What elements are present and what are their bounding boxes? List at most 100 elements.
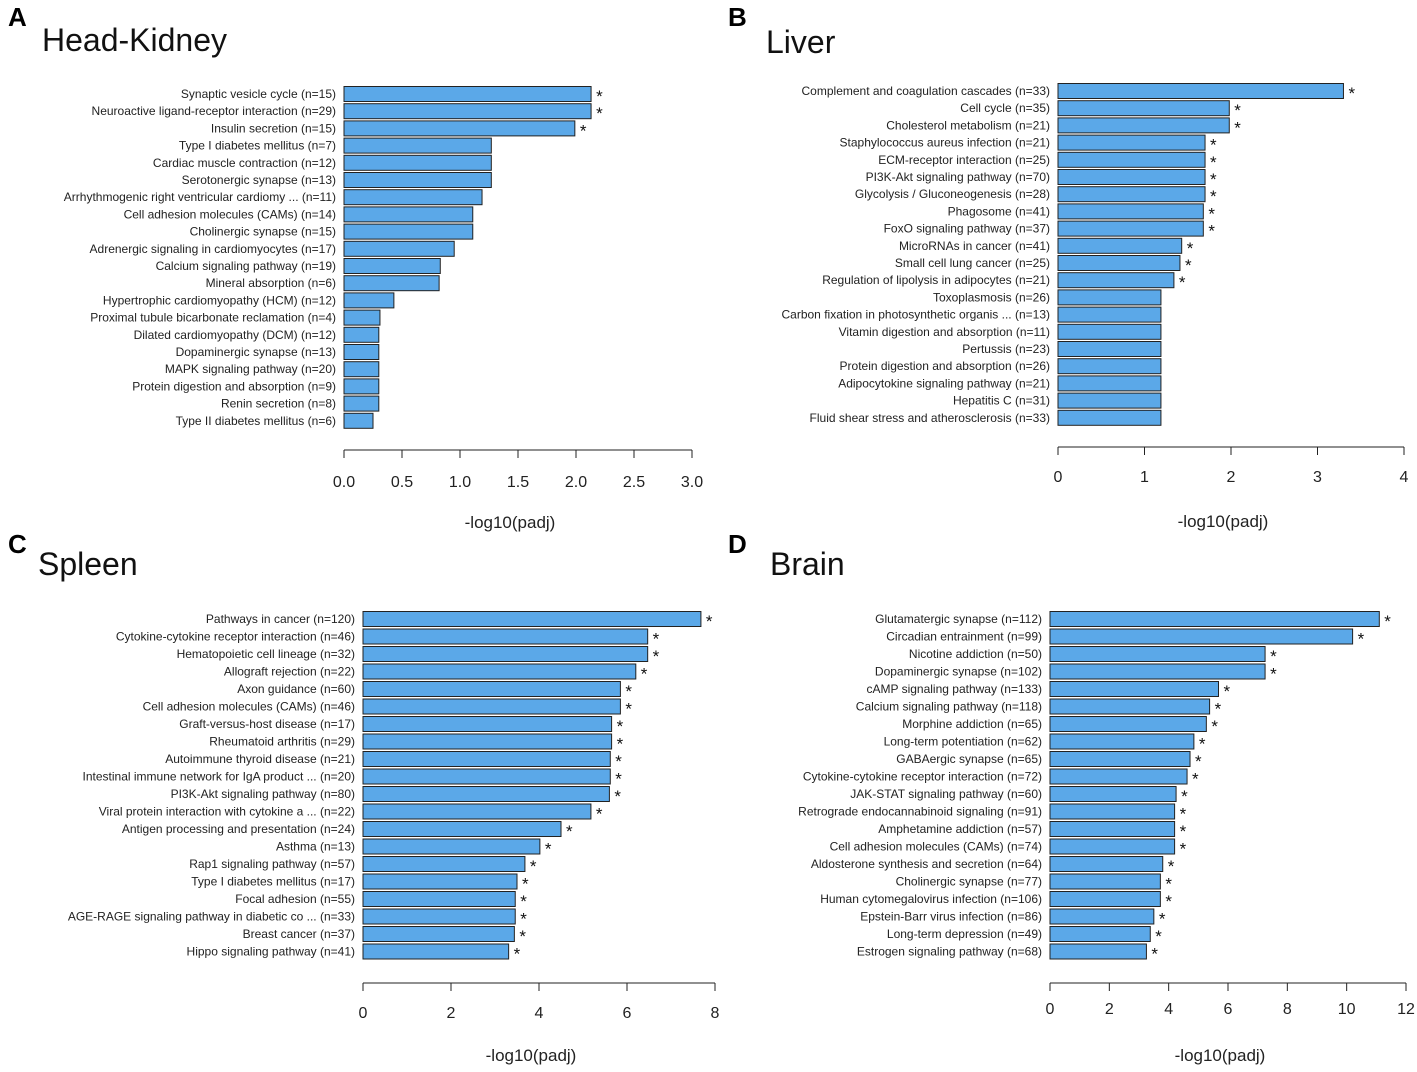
significance-marker: * bbox=[1384, 612, 1391, 631]
chart-liver: Complement and coagulation cascades (n=3… bbox=[782, 83, 1409, 531]
significance-marker: * bbox=[1211, 717, 1218, 736]
category-label: Allograft rejection (n=22) bbox=[224, 665, 355, 679]
panel-letter: B bbox=[728, 2, 747, 32]
significance-marker: * bbox=[617, 735, 624, 754]
bar bbox=[362, 646, 649, 662]
category-label: Dopaminergic synapse (n=13) bbox=[176, 345, 336, 359]
bar bbox=[343, 240, 455, 257]
bar bbox=[343, 326, 380, 343]
bar bbox=[1049, 908, 1155, 925]
category-label: Retrograde endocannabinoid signaling (n=… bbox=[798, 805, 1042, 819]
panel-letter: C bbox=[8, 529, 27, 559]
category-label: Neuroactive ligand-receptor interaction … bbox=[92, 104, 336, 118]
bar bbox=[343, 361, 380, 378]
significance-marker: * bbox=[519, 927, 526, 946]
category-label: Morphine addiction (n=65) bbox=[902, 717, 1042, 731]
bar bbox=[1057, 255, 1181, 271]
category-label: Mineral absorption (n=6) bbox=[206, 276, 336, 290]
bar bbox=[1049, 646, 1266, 662]
panel-letter: A bbox=[8, 2, 27, 32]
category-label: Hepatitis C (n=31) bbox=[953, 394, 1050, 408]
category-label: Viral protein interaction with cytokine … bbox=[99, 805, 355, 819]
bar bbox=[362, 611, 702, 627]
category-label: Complement and coagulation cascades (n=3… bbox=[802, 84, 1050, 98]
x-tick-label: 4 bbox=[1400, 469, 1409, 486]
x-tick-label: 2 bbox=[1105, 1001, 1114, 1018]
significance-marker: * bbox=[1210, 153, 1217, 172]
bar bbox=[1057, 409, 1162, 426]
category-label: Cholesterol metabolism (n=21) bbox=[886, 118, 1050, 132]
bar bbox=[1049, 856, 1164, 872]
bar bbox=[1057, 220, 1204, 237]
significance-marker: * bbox=[1208, 222, 1215, 241]
category-label: Amphetamine addiction (n=57) bbox=[878, 822, 1042, 836]
category-label: Cholinergic synapse (n=15) bbox=[190, 225, 336, 239]
bar bbox=[343, 137, 492, 154]
x-axis-title: -log10(padj) bbox=[1175, 1046, 1266, 1065]
x-tick-label: 0 bbox=[1054, 469, 1063, 486]
bar bbox=[362, 698, 621, 715]
category-label: Phagosome (n=41) bbox=[948, 204, 1050, 218]
category-label: Intestinal immune network for IgA produc… bbox=[83, 770, 355, 784]
significance-marker: * bbox=[596, 87, 603, 106]
category-label: JAK-STAT signaling pathway (n=60) bbox=[850, 787, 1042, 801]
panel-liver: B Liver Complement and coagulation casca… bbox=[728, 2, 1409, 531]
chart-head-kidney: Synaptic vesicle cycle (n=15) * Neuroactiv… bbox=[64, 86, 703, 532]
x-axis-title: -log10(padj) bbox=[1178, 512, 1269, 531]
category-label: Fluid shear stress and atherosclerosis (… bbox=[810, 411, 1050, 425]
significance-marker: * bbox=[1270, 665, 1277, 684]
category-label: Hematopoietic cell lineage (n=32) bbox=[177, 647, 355, 661]
significance-marker: * bbox=[545, 840, 552, 859]
category-label: Renin secretion (n=8) bbox=[221, 397, 336, 411]
panel-head-kidney: A Head-Kidney Synaptic vesicle cycle (n=… bbox=[0, 0, 708, 536]
bar bbox=[1057, 237, 1183, 254]
significance-marker: * bbox=[1192, 770, 1199, 789]
category-label: Cytokine-cytokine receptor interaction (… bbox=[803, 770, 1042, 784]
significance-marker: * bbox=[1270, 647, 1277, 666]
category-label: Glutamatergic synapse (n=112) bbox=[875, 612, 1042, 626]
bar bbox=[362, 926, 515, 942]
category-label: Breast cancer (n=37) bbox=[243, 927, 355, 941]
significance-marker: * bbox=[530, 857, 537, 876]
bar bbox=[362, 856, 526, 872]
significance-marker: * bbox=[1208, 204, 1215, 223]
bar bbox=[1057, 272, 1175, 289]
bar bbox=[1049, 838, 1176, 855]
bar bbox=[1049, 611, 1380, 627]
category-label: Type II diabetes mellitus (n=6) bbox=[176, 414, 336, 428]
bar bbox=[343, 292, 395, 309]
significance-marker: * bbox=[1181, 787, 1188, 806]
bar bbox=[343, 275, 440, 292]
panel-title: Brain bbox=[770, 546, 845, 582]
x-tick-label: 1.5 bbox=[507, 474, 529, 491]
bar bbox=[362, 943, 510, 960]
category-label: Dilated cardiomyopathy (DCM) (n=12) bbox=[134, 328, 336, 342]
x-tick-label: 6 bbox=[623, 1005, 632, 1022]
significance-marker: * bbox=[514, 945, 521, 964]
bar bbox=[362, 821, 562, 837]
x-tick-label: 3 bbox=[1313, 469, 1322, 486]
category-label: MAPK signaling pathway (n=20) bbox=[165, 362, 336, 376]
bar bbox=[1049, 733, 1195, 750]
category-label: Autoimmune thyroid disease (n=21) bbox=[165, 752, 355, 766]
category-label: ECM-receptor interaction (n=25) bbox=[878, 153, 1050, 167]
category-label: Aldosterone synthesis and secretion (n=6… bbox=[811, 857, 1042, 871]
bar bbox=[362, 751, 611, 767]
significance-marker: * bbox=[615, 770, 622, 789]
category-label: Long-term depression (n=49) bbox=[887, 927, 1042, 941]
category-label: Cell adhesion molecules (CAMs) (n=46) bbox=[143, 700, 355, 714]
bar bbox=[343, 154, 492, 171]
significance-marker: * bbox=[615, 752, 622, 771]
panel-letter: D bbox=[728, 529, 747, 559]
significance-marker: * bbox=[1187, 239, 1194, 258]
category-label: Dopaminergic synapse (n=102) bbox=[875, 665, 1042, 679]
category-label: Small cell lung cancer (n=25) bbox=[895, 256, 1050, 270]
category-label: Rheumatoid arthritis (n=29) bbox=[209, 735, 355, 749]
category-label: Adrenergic signaling in cardiomyocytes (… bbox=[90, 242, 336, 256]
category-label: FoxO signaling pathway (n=37) bbox=[884, 222, 1050, 236]
x-tick-label: 6 bbox=[1224, 1001, 1233, 1018]
bar bbox=[1057, 341, 1162, 357]
bar bbox=[1057, 375, 1162, 392]
